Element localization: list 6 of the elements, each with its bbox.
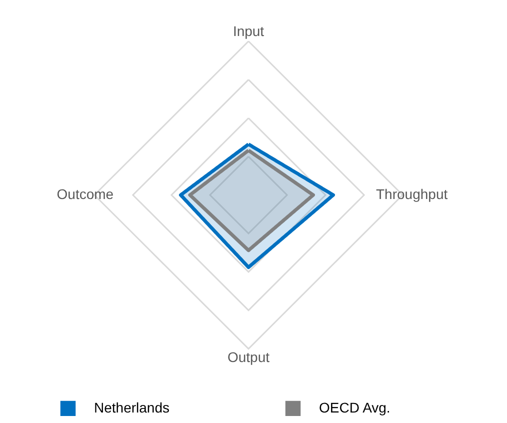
spoke-label: Throughput	[376, 186, 448, 202]
spoke-label: Input	[232, 22, 264, 39]
spoke-label: Outcome	[56, 186, 114, 202]
spoke-label: Output	[227, 349, 270, 366]
legend-label: Netherlands	[94, 399, 170, 416]
legend-label: OECD Avg.	[319, 399, 390, 416]
